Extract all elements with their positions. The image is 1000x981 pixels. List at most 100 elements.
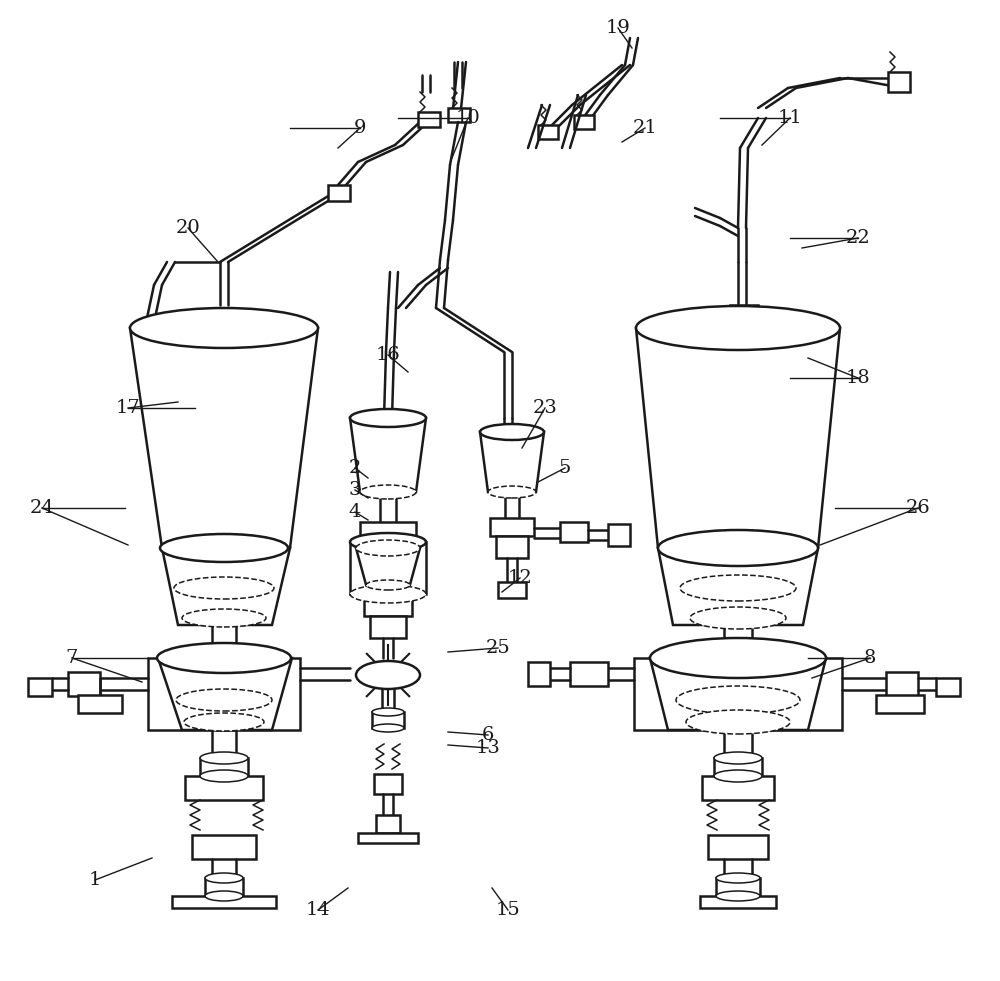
Ellipse shape [686,710,790,734]
Ellipse shape [350,533,426,551]
Ellipse shape [200,752,248,764]
Polygon shape [350,418,426,492]
Text: 26: 26 [906,499,930,517]
Bar [374,774,402,794]
Ellipse shape [182,609,266,627]
Ellipse shape [205,891,243,901]
Bar [708,835,768,859]
Bar [608,524,630,546]
Bar [714,758,762,776]
Bar [498,582,526,598]
Bar [888,72,910,92]
Text: 24: 24 [30,499,54,517]
Text: 3: 3 [349,481,361,499]
Text: 6: 6 [482,726,494,744]
Bar [634,658,842,730]
Polygon shape [636,328,840,548]
Bar [370,616,406,638]
Bar [570,662,608,686]
Ellipse shape [714,752,762,764]
Ellipse shape [130,308,318,348]
Bar [200,758,248,776]
Bar [496,536,528,558]
Text: 16: 16 [376,346,400,364]
Ellipse shape [372,708,404,716]
Polygon shape [162,548,290,625]
Ellipse shape [176,689,272,711]
Bar [328,185,350,201]
Bar [574,115,594,129]
Text: 17: 17 [116,399,140,417]
Bar [702,776,774,800]
Bar [886,672,918,696]
Polygon shape [356,548,420,592]
Polygon shape [480,432,544,492]
Text: 11: 11 [778,109,802,127]
Ellipse shape [160,534,288,562]
Text: 14: 14 [306,901,330,919]
Text: 18: 18 [846,369,870,387]
Polygon shape [658,548,818,625]
Bar [78,695,122,713]
Text: 7: 7 [66,649,78,667]
Text: 21: 21 [633,119,657,137]
Bar [148,658,300,730]
Ellipse shape [360,485,416,499]
Ellipse shape [184,713,264,731]
Bar [185,776,263,800]
Bar [364,594,412,616]
Bar [358,833,418,843]
Text: 20: 20 [176,219,200,237]
Text: 2: 2 [349,459,361,477]
Bar [68,672,100,696]
Text: 19: 19 [606,19,630,37]
Bar [350,542,426,594]
Ellipse shape [366,580,410,590]
Bar [172,896,276,908]
Text: 1: 1 [89,871,101,889]
Ellipse shape [716,891,760,901]
Bar [376,815,400,833]
Ellipse shape [200,770,248,782]
Bar [28,678,52,696]
Ellipse shape [636,306,840,350]
Bar [192,835,256,859]
Bar [876,695,924,713]
Ellipse shape [676,686,800,714]
Text: 13: 13 [476,739,500,757]
Text: 23: 23 [533,399,557,417]
Ellipse shape [716,873,760,883]
Ellipse shape [488,486,536,498]
Text: 15: 15 [496,901,520,919]
Text: 4: 4 [349,503,361,521]
Polygon shape [650,658,826,730]
Text: 25: 25 [486,639,510,657]
Bar [730,305,758,323]
Text: 22: 22 [846,229,870,247]
Ellipse shape [350,585,426,603]
Text: 5: 5 [559,459,571,477]
Ellipse shape [680,575,796,601]
Bar [372,712,404,728]
Ellipse shape [480,424,544,440]
Bar [418,112,440,127]
Ellipse shape [356,661,420,689]
Polygon shape [158,658,292,730]
Ellipse shape [174,577,274,599]
Bar [560,522,588,542]
Bar [448,108,470,122]
Ellipse shape [650,638,826,678]
Bar [490,518,534,536]
Ellipse shape [205,873,243,883]
Bar [700,896,776,908]
Bar [538,125,558,139]
Bar [716,878,760,896]
Ellipse shape [372,724,404,732]
Text: 10: 10 [456,109,480,127]
Ellipse shape [658,530,818,566]
Bar [205,878,243,896]
Ellipse shape [350,409,426,427]
Text: 12: 12 [508,569,532,587]
Text: 9: 9 [354,119,366,137]
Ellipse shape [160,534,288,562]
